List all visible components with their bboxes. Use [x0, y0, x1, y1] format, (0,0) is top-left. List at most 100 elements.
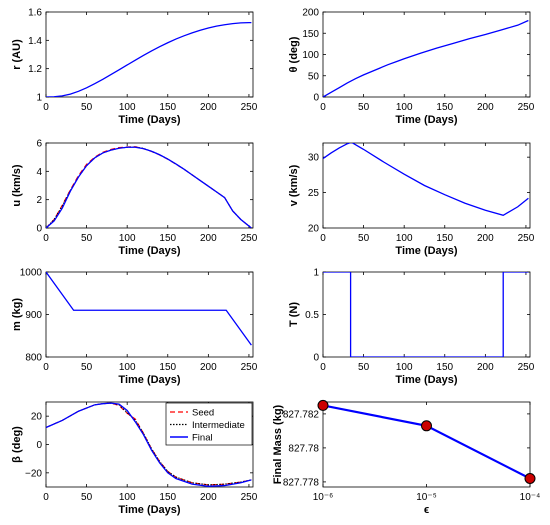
plot-area-r	[45, 11, 254, 98]
x-tick-label: 10⁻⁴	[520, 492, 541, 503]
y-tick-label: 0	[313, 353, 319, 364]
y-tick-label: 25	[308, 188, 320, 199]
legend-label-intermediate: Intermediate	[192, 420, 245, 431]
x-tick-label: 250	[518, 233, 535, 244]
x-tick-label: 100	[396, 102, 413, 113]
y-tick-label: 4	[36, 167, 42, 178]
legend-label-final: Final	[192, 433, 213, 444]
chart-panel-m: 0 50 100 150 200 250 800 900 1000 Time (Days) m (k…	[11, 268, 258, 387]
x-tick-label: 150	[436, 362, 453, 373]
y-tick-label: 1.4	[28, 36, 42, 47]
series-line-final	[323, 404, 530, 480]
y-axis-label: u (km/s)	[11, 164, 23, 207]
x-tick-label: 100	[119, 362, 136, 373]
x-tick-label: 0	[43, 233, 49, 244]
x-tick-label: 200	[200, 492, 217, 503]
series-line-seed	[46, 146, 252, 228]
x-tick-label: 0	[320, 362, 326, 373]
chart-panel-u: 0 50 100 150 200 250 0 2 4 6 Time (Days) u (km/s)	[11, 139, 258, 258]
y-tick-label: 1.2	[28, 64, 42, 75]
y-tick-label: 20	[31, 412, 43, 423]
series-line-final	[46, 146, 252, 228]
x-tick-label: 50	[81, 362, 93, 373]
x-axis-label: Time (Days)	[118, 374, 180, 386]
x-tick-label: 0	[320, 102, 326, 113]
data-point-marker	[317, 399, 329, 411]
y-tick-label: 20	[308, 224, 320, 235]
x-tick-label: 50	[358, 233, 370, 244]
y-tick-label: 100	[302, 50, 319, 61]
x-tick-label: 50	[81, 102, 93, 113]
x-axis-label: Time (Days)	[118, 114, 180, 126]
x-tick-label: 200	[477, 102, 494, 113]
y-tick-label: 827.778	[283, 477, 320, 488]
y-tick-label: 150	[302, 29, 319, 40]
y-axis-label: v (km/s)	[288, 164, 300, 206]
y-axis-label: Final Mass (kg)	[272, 404, 284, 484]
x-axis-label: ϵ	[424, 504, 429, 516]
x-tick-label: 50	[81, 492, 93, 503]
y-axis-label: m (kg)	[11, 298, 23, 331]
y-tick-label: 2	[36, 195, 42, 206]
chart-panel-v: 0 50 100 150 200 250 20 25 30 Time (Days) v (km/s)	[288, 142, 535, 257]
y-tick-label: 200	[302, 8, 319, 19]
x-tick-label: 0	[43, 362, 49, 373]
y-tick-label: 0	[36, 440, 42, 451]
chart-panel-theta: 0 50 100 150 200 250 0 50 100 150 200 Time (Days) θ …	[288, 8, 535, 127]
series-line-final	[323, 143, 529, 216]
y-tick-label: 1	[36, 93, 42, 104]
plot-area-v	[322, 142, 531, 229]
y-tick-label: 900	[25, 310, 42, 321]
x-tick-label: 10⁻⁶	[313, 492, 334, 503]
x-tick-label: 100	[396, 362, 413, 373]
legend-box	[165, 402, 253, 446]
x-tick-label: 150	[159, 233, 176, 244]
x-tick-label: 250	[518, 102, 535, 113]
y-tick-label: 827.782	[283, 409, 320, 420]
chart-panel-beta: 0 50 100 150 200 250 −20 0 20 Time (Days) β (deg) S…	[11, 401, 258, 516]
x-tick-label: 50	[81, 233, 93, 244]
series-line-final	[46, 402, 252, 487]
series-line-intermediate	[46, 146, 252, 228]
chart-panel-final_mass: 10⁻⁶ 10⁻⁵ 10⁻⁴ 827.778 827.78 827.782 ϵ Final M…	[272, 399, 541, 516]
y-tick-label: 1.6	[28, 8, 42, 19]
x-tick-label: 250	[241, 362, 258, 373]
x-tick-label: 250	[241, 102, 258, 113]
x-tick-label: 0	[43, 492, 49, 503]
y-tick-label: 0.5	[305, 310, 319, 321]
x-tick-label: 150	[436, 102, 453, 113]
y-axis-label: θ (deg)	[288, 36, 300, 72]
y-tick-label: 800	[25, 353, 42, 364]
x-tick-label: 250	[518, 362, 535, 373]
y-tick-label: 0	[313, 93, 319, 104]
chart-panel-T: 0 50 100 150 200 250 0 0.5 1 Time (Days) T (N)	[288, 268, 535, 387]
series-line-final	[323, 19, 529, 97]
x-tick-label: 250	[241, 492, 258, 503]
x-tick-label: 0	[320, 233, 326, 244]
y-tick-label: 30	[308, 153, 320, 164]
x-tick-label: 150	[159, 362, 176, 373]
y-tick-label: 1	[313, 268, 319, 279]
plot-area-T	[322, 271, 531, 358]
x-tick-label: 50	[358, 362, 370, 373]
x-tick-label: 200	[477, 362, 494, 373]
y-tick-label: 0	[36, 224, 42, 235]
legend-label-seed: Seed	[192, 408, 214, 419]
x-axis-label: Time (Days)	[118, 504, 180, 516]
chart-panel-r: 0 50 100 150 200 250 1 1.2 1.4 1.6 Time (Days) r (A…	[11, 8, 258, 127]
series-line-intermediate	[46, 402, 252, 486]
series-line-final	[323, 272, 529, 357]
x-tick-label: 50	[358, 102, 370, 113]
x-tick-label: 150	[159, 102, 176, 113]
x-tick-label: 200	[200, 362, 217, 373]
x-tick-label: 200	[200, 102, 217, 113]
y-axis-label: r (AU)	[11, 39, 23, 70]
y-tick-label: 1000	[20, 268, 43, 279]
y-tick-label: 827.78	[288, 443, 319, 454]
x-tick-label: 100	[396, 233, 413, 244]
plot-area-final_mass	[322, 401, 531, 488]
plot-area-theta	[322, 11, 531, 98]
y-axis-label: T (N)	[288, 302, 300, 327]
